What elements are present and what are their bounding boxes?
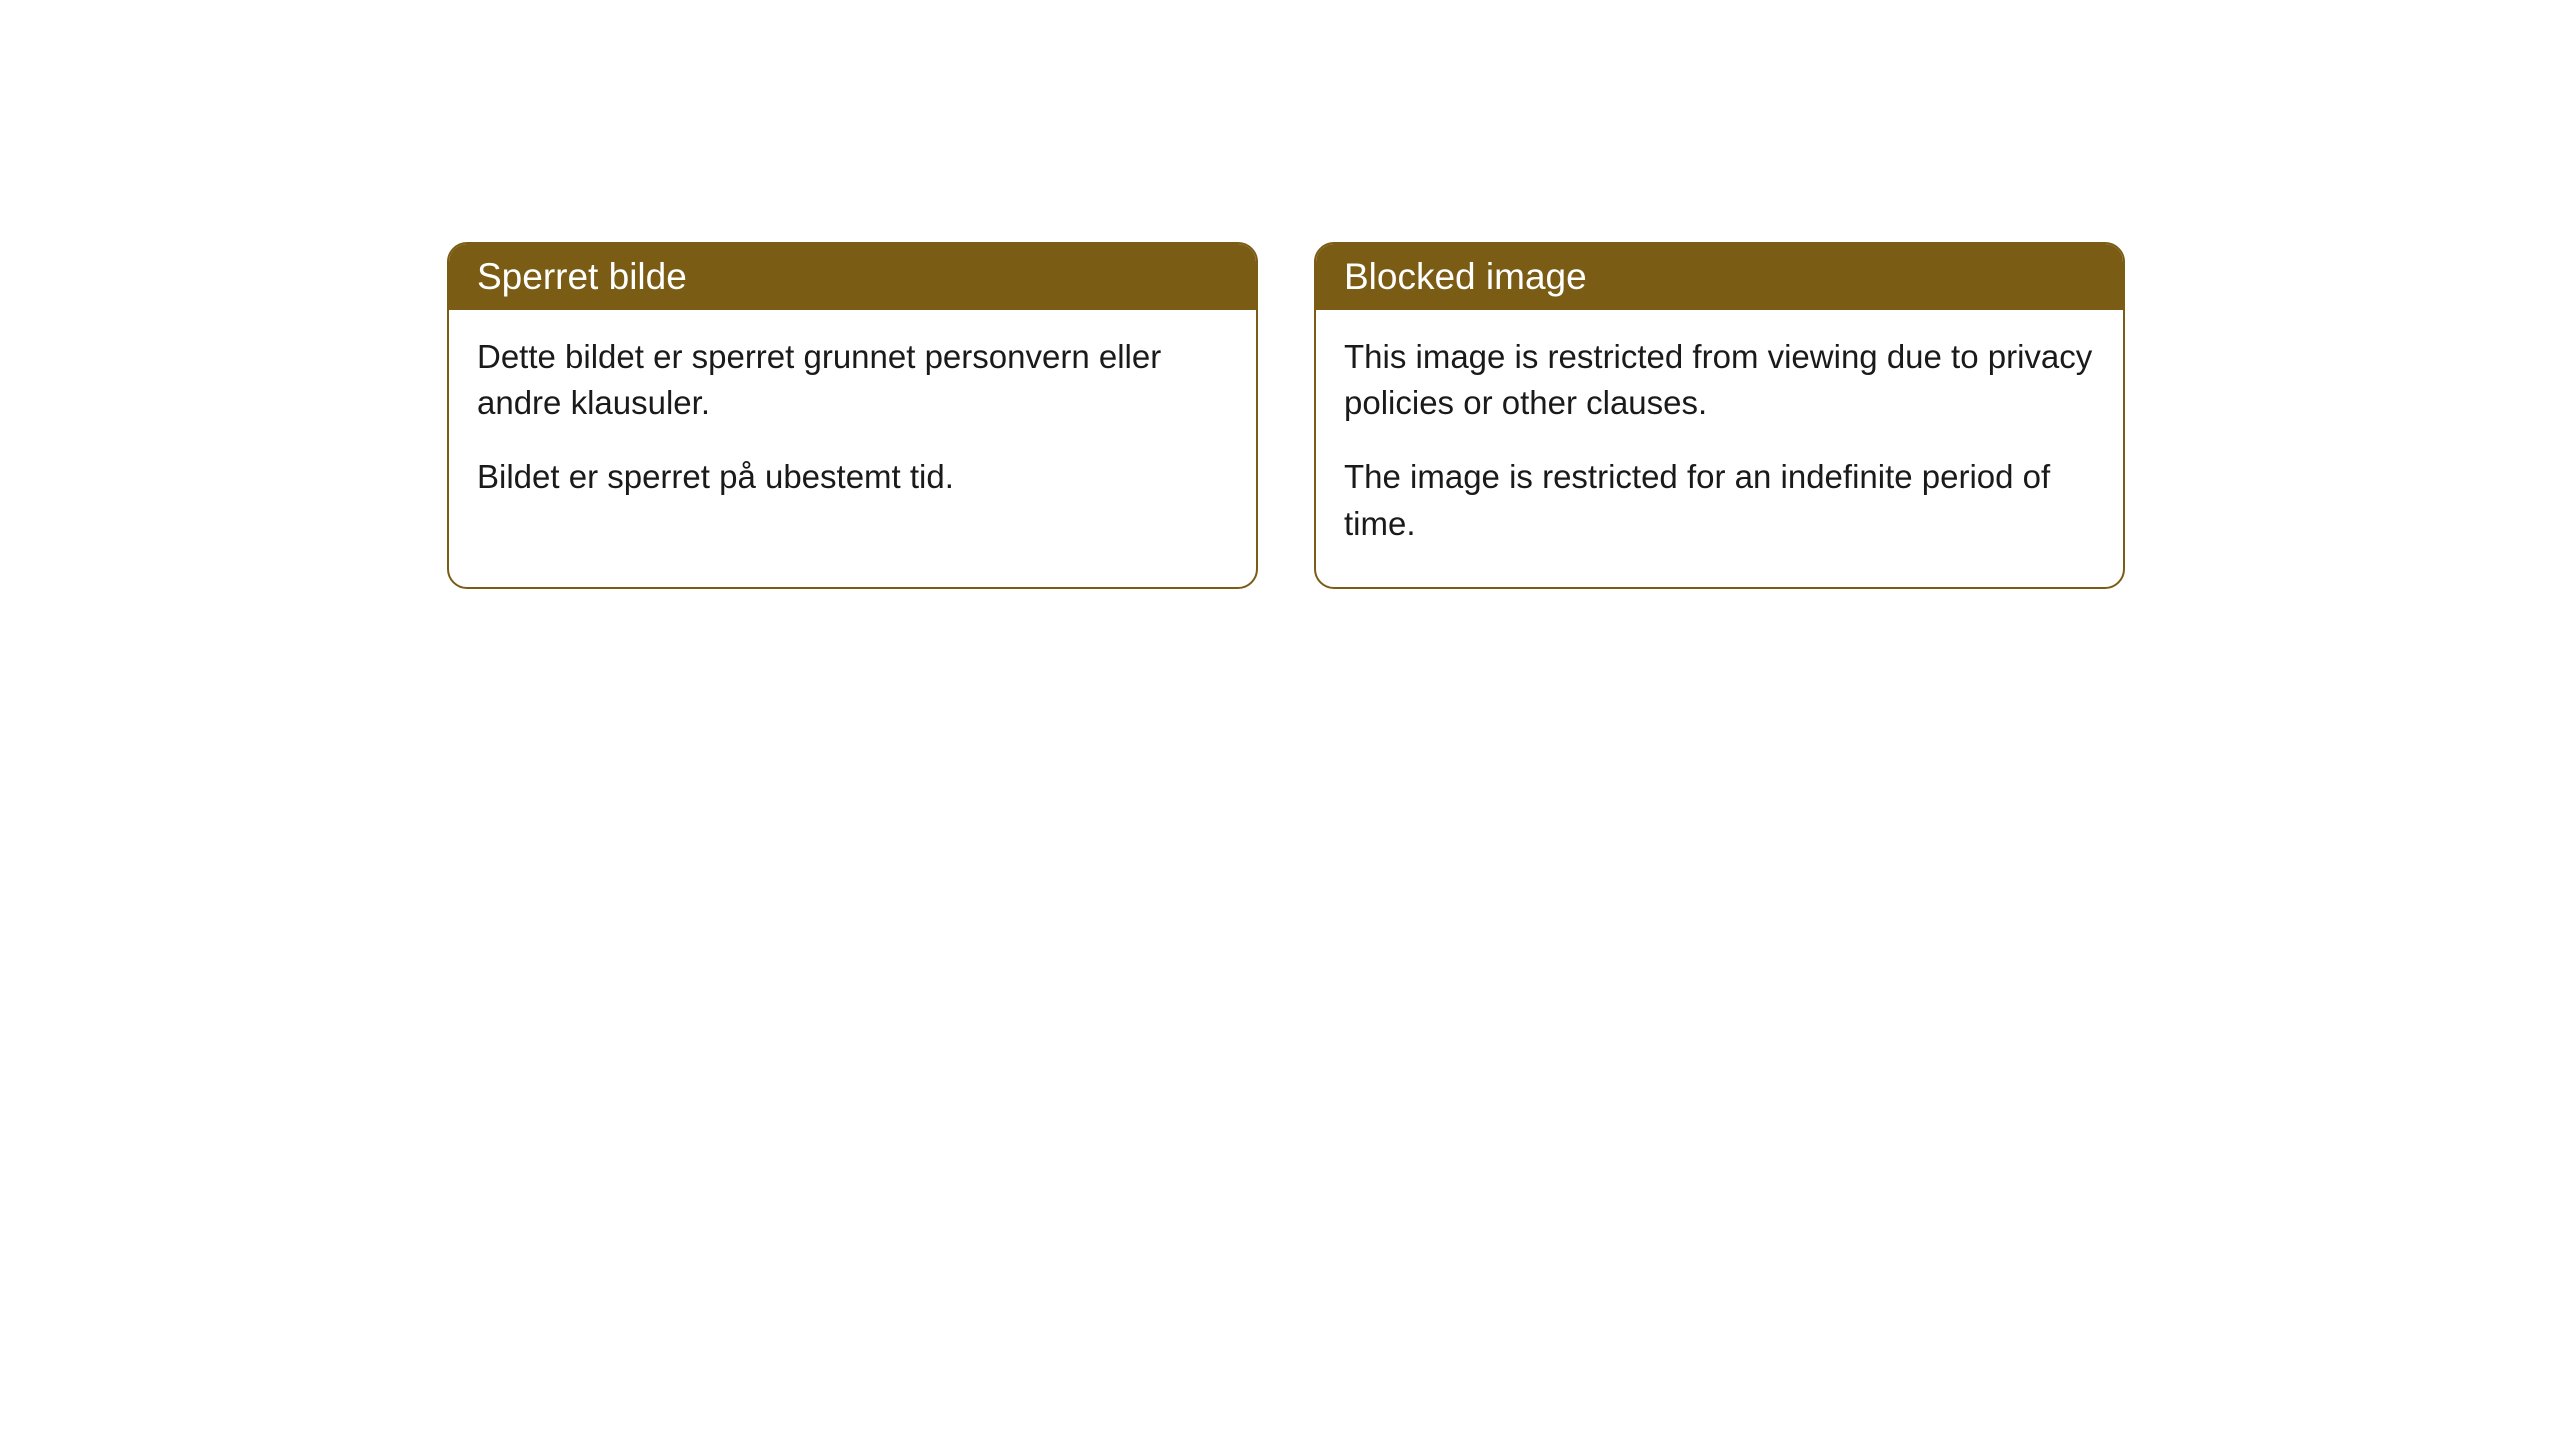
card-title: Sperret bilde — [477, 256, 687, 297]
card-body: Dette bildet er sperret grunnet personve… — [449, 310, 1256, 541]
blocked-image-card-norwegian: Sperret bilde Dette bildet er sperret gr… — [447, 242, 1258, 589]
cards-container: Sperret bilde Dette bildet er sperret gr… — [0, 0, 2560, 589]
blocked-image-card-english: Blocked image This image is restricted f… — [1314, 242, 2125, 589]
card-header: Sperret bilde — [449, 244, 1256, 310]
card-body: This image is restricted from viewing du… — [1316, 310, 2123, 587]
card-paragraph-1: Dette bildet er sperret grunnet personve… — [477, 334, 1228, 426]
card-header: Blocked image — [1316, 244, 2123, 310]
card-title: Blocked image — [1344, 256, 1587, 297]
card-paragraph-1: This image is restricted from viewing du… — [1344, 334, 2095, 426]
card-paragraph-2: Bildet er sperret på ubestemt tid. — [477, 454, 1228, 500]
card-paragraph-2: The image is restricted for an indefinit… — [1344, 454, 2095, 546]
